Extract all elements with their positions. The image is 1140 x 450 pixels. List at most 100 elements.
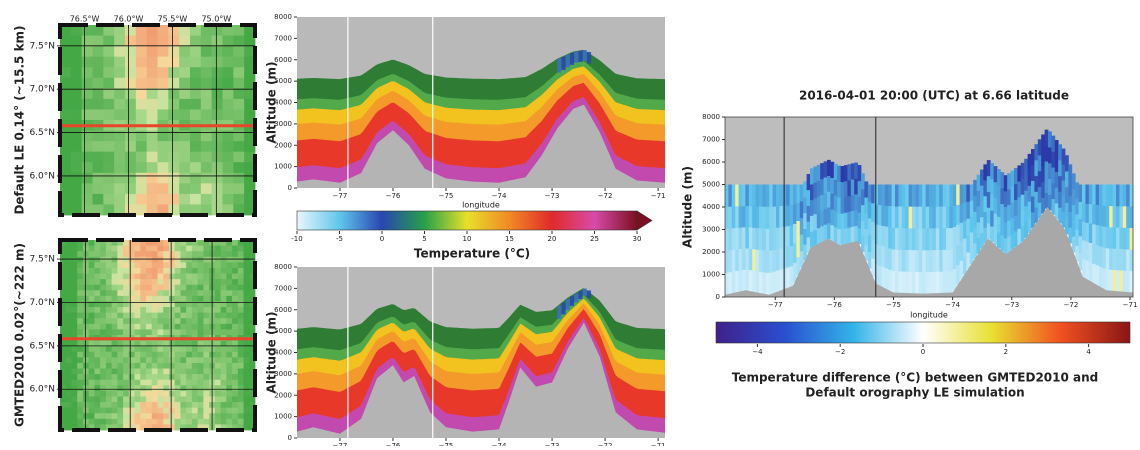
terrain-cell — [168, 193, 180, 205]
terrain-cell — [151, 240, 158, 246]
terrain-cell — [105, 279, 113, 286]
diff-cell — [993, 213, 998, 230]
diff-cell — [755, 270, 760, 293]
terrain-cell — [65, 374, 72, 381]
diff-cell — [844, 196, 848, 213]
diff-cell — [969, 216, 974, 233]
terrain-cell — [168, 162, 180, 174]
terrain-cell — [135, 183, 148, 195]
terrain-cell — [65, 413, 72, 420]
diff-cell — [833, 226, 838, 243]
terrain-cell — [82, 413, 90, 420]
terrain-cell — [237, 240, 244, 246]
terrain-cell — [190, 183, 202, 195]
diff-cell — [1048, 162, 1052, 179]
terrain-cell — [186, 279, 193, 286]
diff-cell — [837, 165, 841, 182]
terrain-cell — [60, 396, 67, 403]
terrain-cell — [88, 323, 95, 330]
terrain-cell — [233, 183, 245, 195]
terrain-cell — [94, 402, 101, 409]
terrain-cell — [211, 109, 223, 121]
terrain — [725, 207, 1133, 297]
terrain-cell — [220, 273, 227, 280]
terrain-cell — [174, 379, 181, 386]
cold-column — [570, 52, 575, 65]
terrain-cell — [174, 256, 181, 263]
diff-cell — [789, 184, 794, 206]
terrain-cell — [100, 256, 107, 263]
diff-cell — [813, 182, 818, 199]
diff-cell — [816, 212, 821, 229]
terrain-cell — [60, 307, 67, 314]
terrain-cell — [179, 77, 191, 89]
terrain-cell — [157, 374, 164, 381]
diff-cell — [738, 248, 743, 271]
x-tick-label: −71 — [651, 192, 666, 200]
terrain-cell — [140, 379, 147, 386]
terrain-cell — [203, 262, 210, 269]
diff-cell — [759, 227, 763, 251]
terrain-cell — [146, 418, 153, 425]
terrain-cell — [203, 273, 210, 280]
y-tick-label: 6000 — [274, 306, 292, 314]
terrain-cell — [105, 251, 113, 258]
diff-cell — [748, 227, 753, 249]
terrain-cell — [197, 385, 204, 392]
terrain-cell — [214, 396, 221, 403]
x-tick-label: −76 — [386, 192, 401, 200]
terrain-cell — [220, 396, 227, 403]
terrain — [297, 104, 665, 188]
terrain-cell — [179, 98, 191, 110]
diff-cell — [908, 227, 913, 251]
terrain-cell — [111, 362, 118, 369]
diff-cell — [1112, 227, 1117, 249]
diff-cell — [1054, 139, 1059, 157]
terrain-cell — [128, 340, 135, 347]
diff-cell — [1000, 219, 1005, 236]
terrain-cell — [203, 284, 210, 291]
terrain-cell — [233, 77, 245, 89]
diff-cell — [1010, 233, 1015, 250]
terrain-cell — [134, 256, 141, 263]
terrain-cell — [174, 284, 181, 291]
terrain-cell — [220, 323, 227, 330]
terrain-cell — [100, 273, 107, 280]
terrain-cell — [71, 301, 78, 308]
terrain-cell — [125, 193, 137, 205]
terrain-cell — [65, 279, 72, 286]
diff-cell — [952, 205, 957, 227]
terrain-cell — [60, 240, 67, 246]
diff-cell — [980, 232, 984, 249]
diff-cell — [742, 248, 746, 270]
terrain-cell — [233, 46, 245, 58]
diff-cell — [881, 205, 886, 226]
terrain-cell — [88, 418, 95, 425]
terrain-cell — [197, 368, 204, 375]
terrain-cell — [226, 396, 233, 403]
terrain-cell — [60, 204, 72, 216]
diff-cell — [884, 184, 889, 206]
x-tick-label: −2 — [835, 348, 845, 356]
terrain-cell — [140, 279, 147, 286]
terrain-cell — [81, 35, 93, 47]
terrain-cell — [65, 312, 72, 319]
diff-cell — [833, 163, 838, 180]
diff-cell — [1034, 159, 1039, 177]
terrain-cell — [233, 193, 245, 205]
terrain-cell — [125, 77, 137, 89]
diff-cell — [1037, 139, 1042, 156]
terrain-cell — [128, 396, 135, 403]
terrain-cell — [197, 418, 204, 425]
diff-cell — [901, 227, 906, 250]
terrain-cell — [249, 307, 256, 314]
terrain-cell — [94, 290, 101, 297]
terrain-cell — [232, 340, 239, 347]
terrain-cell — [157, 301, 164, 308]
terrain-cell — [105, 390, 113, 397]
terrain-cell — [243, 307, 250, 314]
terrain-cell — [214, 251, 221, 258]
terrain-cell — [249, 245, 256, 252]
terrain-cell — [157, 141, 169, 153]
terrain-cell — [157, 295, 164, 302]
